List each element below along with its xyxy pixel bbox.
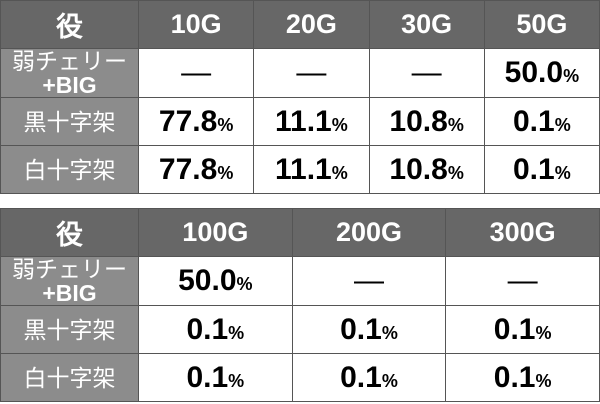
probability-cell: 50.0%: [483, 48, 600, 98]
table-row: 弱チェリー +BIG 50.0% — —: [0, 256, 600, 306]
percent-sign: %: [535, 370, 552, 391]
probability-cell: 11.1%: [253, 145, 370, 194]
probability-value: 77.8: [158, 152, 218, 186]
probability-cell: 10.8%: [368, 97, 485, 146]
probability-value: 0.1: [493, 360, 536, 394]
row-label-text: 白十字架: [23, 364, 116, 391]
row-label-subtext: +BIG: [42, 280, 97, 306]
row-label: 黒十字架: [0, 305, 139, 354]
probability-cell: 0.1%: [483, 97, 600, 146]
probability-cell: 50.0%: [138, 256, 293, 306]
probability-value: 0.1: [186, 312, 229, 346]
probability-value: 77.8: [158, 104, 218, 138]
table-row: 弱チェリー +BIG — — — 50.0%: [0, 48, 600, 98]
column-header: 30G: [368, 0, 485, 49]
probability-value: 50.0: [504, 56, 564, 89]
probability-cell: 0.1%: [138, 305, 293, 354]
percent-sign: %: [535, 322, 552, 343]
percent-sign: %: [228, 322, 245, 343]
column-header: 200G: [291, 208, 447, 257]
percent-sign: %: [554, 162, 571, 183]
probability-value: 0.1: [340, 360, 382, 394]
probability-value: 0.1: [340, 312, 382, 346]
table-row: 黒十字架 77.8% 11.1% 10.8% 0.1%: [0, 97, 600, 146]
probability-value: 10.8: [389, 104, 448, 138]
probability-cell: —: [137, 48, 255, 98]
row-label-text: 白十字架: [23, 156, 116, 183]
percent-sign: %: [447, 114, 464, 135]
probability-value: —: [507, 264, 538, 297]
column-header: 300G: [445, 208, 600, 257]
percent-sign: %: [563, 66, 580, 86]
probability-cell: 0.1%: [445, 353, 600, 402]
probability-cell: —: [253, 48, 370, 98]
probability-cell: 0.1%: [483, 145, 600, 194]
row-label-subtext: +BIG: [42, 72, 97, 98]
probability-cell: 0.1%: [291, 305, 447, 354]
row-label-text: 黒十字架: [23, 108, 116, 135]
row-label-text: 弱チェリー: [12, 48, 127, 74]
header-row: 役 10G 20G 30G 50G: [0, 0, 600, 49]
row-label: 弱チェリー +BIG: [0, 48, 139, 98]
probability-cell: 77.8%: [137, 145, 255, 194]
table-row: 黒十字架 0.1% 0.1% 0.1%: [0, 305, 600, 354]
percent-sign: %: [381, 322, 398, 343]
probability-cell: —: [368, 48, 485, 98]
row-label: 黒十字架: [0, 97, 139, 146]
probability-value: 0.1: [186, 360, 229, 394]
row-label: 白十字架: [0, 353, 139, 402]
column-header: 50G: [483, 0, 600, 49]
row-label: 白十字架: [0, 145, 139, 194]
probability-value: —: [296, 56, 327, 89]
probability-value: 0.1: [513, 152, 555, 186]
probability-cell: 0.1%: [291, 353, 447, 402]
percent-sign: %: [217, 114, 234, 135]
probability-value: —: [411, 56, 442, 89]
probability-cell: 0.1%: [445, 305, 600, 354]
probability-value: 0.1: [493, 312, 536, 346]
probability-cell: 0.1%: [138, 353, 293, 402]
percent-sign: %: [447, 162, 464, 183]
row-label-text: 黒十字架: [23, 316, 116, 343]
probability-cell: —: [445, 256, 600, 306]
percent-sign: %: [381, 370, 398, 391]
column-header: 10G: [137, 0, 255, 49]
probability-value: 10.8: [389, 152, 448, 186]
table-row: 白十字架 0.1% 0.1% 0.1%: [0, 353, 600, 402]
probability-value: 11.1: [275, 104, 332, 138]
column-header: 20G: [253, 0, 370, 49]
percent-sign: %: [217, 162, 234, 183]
table-row: 白十字架 77.8% 11.1% 10.8% 0.1%: [0, 145, 600, 194]
percent-sign: %: [554, 114, 571, 135]
probability-cell: 77.8%: [137, 97, 255, 146]
probability-value: —: [181, 56, 212, 89]
column-header: 100G: [138, 208, 293, 257]
role-header: 役: [0, 208, 139, 257]
percent-sign: %: [236, 274, 253, 294]
probability-cell: —: [291, 256, 447, 306]
probability-value: 11.1: [275, 152, 332, 186]
row-label-text: 弱チェリー: [12, 256, 127, 282]
role-header: 役: [0, 0, 139, 49]
header-row: 役 100G 200G 300G: [0, 208, 600, 257]
probability-value: 50.0: [178, 264, 237, 297]
probability-table-short-games: 役 10G 20G 30G 50G 弱チェリー +BIG — — — 50.0% 黒十字架 77.8%…: [0, 0, 600, 194]
probability-cell: 11.1%: [253, 97, 370, 146]
probability-table-long-games: 役 100G 200G 300G 弱チェリー +BIG 50.0% — — 黒十字架 0.1% 0.…: [0, 208, 600, 402]
probability-value: —: [353, 264, 384, 297]
percent-sign: %: [331, 114, 348, 135]
percent-sign: %: [331, 162, 348, 183]
row-label: 弱チェリー +BIG: [0, 256, 139, 306]
probability-value: 0.1: [513, 104, 555, 138]
percent-sign: %: [228, 370, 245, 391]
probability-cell: 10.8%: [368, 145, 485, 194]
